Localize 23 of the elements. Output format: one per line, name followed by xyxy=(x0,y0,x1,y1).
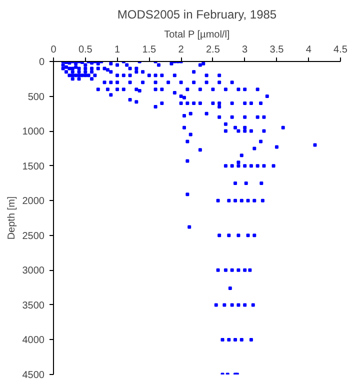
x-tick-label: 3 xyxy=(242,44,248,56)
y-tick-label: 3000 xyxy=(22,266,45,277)
x-tick-label: 3.5 xyxy=(270,44,284,56)
x-tick-label: 2 xyxy=(178,44,184,56)
y-axis-title: Depth [m] xyxy=(6,196,18,240)
x-tick-label: 1.5 xyxy=(142,44,157,56)
y-tick-label: 2000 xyxy=(22,196,45,208)
x-tick-label: 0.5 xyxy=(78,44,93,56)
x-tick-label: 4 xyxy=(306,44,312,56)
y-tick-label: 1500 xyxy=(22,161,45,172)
y-tick-label: 4500 xyxy=(22,370,45,381)
x-tick-label: 0 xyxy=(50,44,57,56)
y-tick-label: 1000 xyxy=(22,126,45,138)
y-tick-label: 2500 xyxy=(22,230,45,242)
y-tick-label: 500 xyxy=(28,92,45,103)
chart-title: MODS2005 in February, 1985 xyxy=(117,8,277,22)
x-tick-label: 4.5 xyxy=(334,44,348,56)
y-tick-label: 0 xyxy=(38,57,45,68)
x-axis-title: Total P [µmol/l] xyxy=(164,30,230,40)
y-tick-label: 3500 xyxy=(22,300,45,312)
x-tick-label: 2.5 xyxy=(206,44,220,56)
y-tick-label: 4000 xyxy=(22,335,45,346)
x-tick-label: 1 xyxy=(114,44,120,56)
